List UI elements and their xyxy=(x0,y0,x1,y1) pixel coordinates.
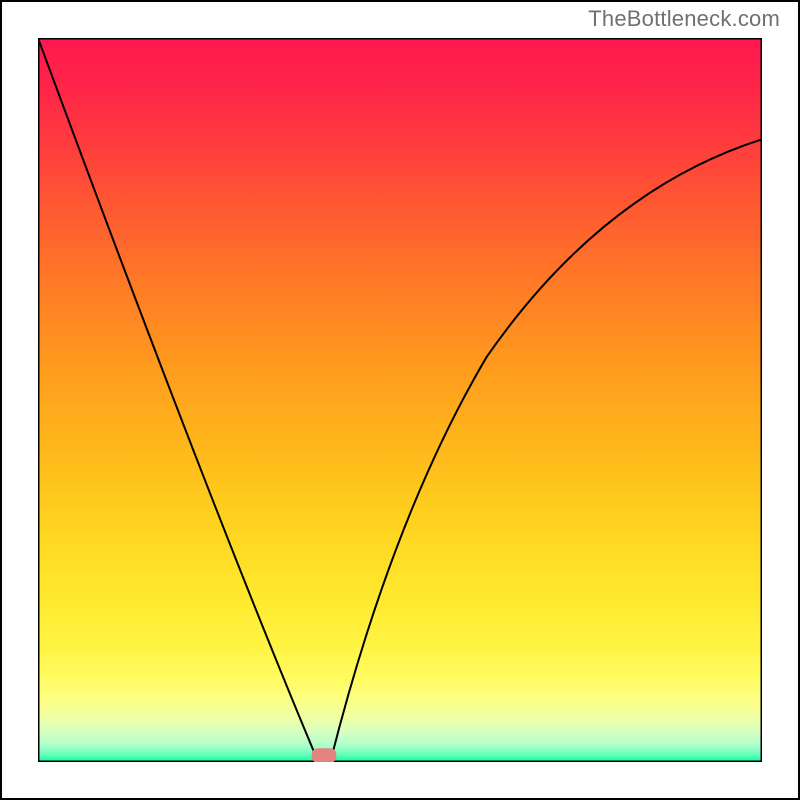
plot-area xyxy=(38,38,762,762)
watermark-text: TheBottleneck.com xyxy=(588,6,780,32)
bottleneck-chart xyxy=(38,38,762,762)
figure-container: TheBottleneck.com xyxy=(0,0,800,800)
plot-background xyxy=(38,38,762,762)
optimal-point-marker xyxy=(312,748,337,762)
